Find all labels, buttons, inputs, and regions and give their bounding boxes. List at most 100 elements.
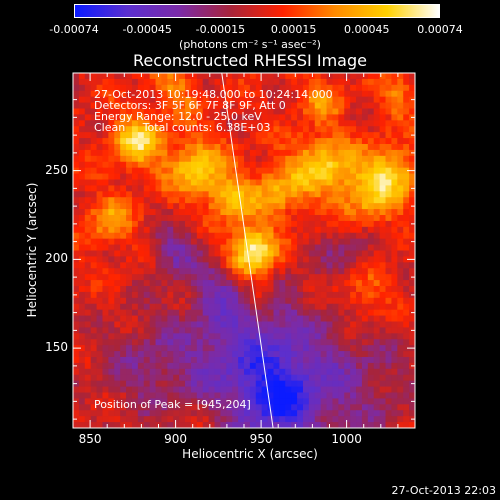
heatmap-cell	[261, 244, 269, 252]
heatmap-cell	[232, 78, 239, 86]
heatmap-cell	[308, 416, 316, 423]
heatmap-cell	[78, 303, 86, 311]
heatmap-cell	[314, 286, 322, 293]
heatmap-cell	[314, 185, 322, 192]
heatmap-cell	[279, 416, 286, 423]
heatmap-cell	[208, 173, 216, 181]
heatmap-cell	[214, 173, 222, 181]
heatmap-cell	[285, 327, 292, 334]
heatmap-cell	[120, 232, 127, 240]
heatmap-cell	[131, 84, 139, 92]
heatmap-cell	[373, 280, 381, 287]
heatmap-cell	[196, 126, 204, 133]
heatmap-cell	[361, 303, 369, 311]
heatmap-cell	[320, 155, 328, 163]
heatmap-cell	[326, 362, 334, 370]
heatmap-cell	[326, 297, 334, 305]
heatmap-cell	[302, 238, 310, 246]
heatmap-cell	[96, 90, 104, 98]
heatmap-cell	[391, 114, 398, 121]
heatmap-cell	[226, 132, 233, 139]
heatmap-cell	[261, 386, 269, 394]
heatmap-cell	[137, 286, 145, 293]
heatmap-cell	[255, 398, 263, 405]
heatmap-cell	[385, 280, 393, 287]
heatmap-cell	[332, 138, 339, 145]
heatmap-cell	[279, 262, 286, 269]
heatmap-cell	[196, 303, 204, 311]
heatmap-cell	[96, 339, 104, 346]
heatmap-cell	[308, 262, 316, 269]
heatmap-cell	[367, 398, 375, 405]
heatmap-cell	[84, 220, 92, 228]
axis-tick-marks	[72, 73, 416, 428]
heatmap-cell	[261, 161, 269, 169]
heatmap-cell	[173, 303, 180, 311]
heatmap-cell	[73, 108, 80, 116]
heatmap-cell	[226, 280, 233, 287]
heatmap-cell	[320, 357, 328, 364]
heatmap-cell	[249, 297, 257, 305]
heatmap-cell	[279, 155, 286, 163]
heatmap-cell	[96, 250, 104, 258]
heatmap-cell	[314, 232, 322, 240]
heatmap-cell	[356, 315, 363, 323]
heatmap-cell	[208, 244, 216, 252]
heatmap-cell	[196, 297, 204, 305]
heatmap-cell	[267, 398, 275, 405]
heatmap-cell	[167, 185, 174, 192]
heatmap-cell	[255, 238, 263, 246]
heatmap-cell	[403, 120, 410, 127]
heatmap-cell	[302, 392, 310, 400]
heatmap-cell	[344, 416, 351, 423]
heatmap-cell	[249, 333, 257, 340]
heatmap-cell	[338, 185, 345, 192]
heatmap-cell	[143, 274, 151, 281]
heatmap-cell	[320, 380, 328, 388]
heatmap-cell	[220, 380, 227, 388]
heatmap-cell	[84, 138, 92, 145]
heatmap-cell	[320, 404, 328, 411]
heatmap-cell	[73, 321, 80, 329]
heatmap-cell	[202, 232, 210, 240]
heatmap-cell	[102, 155, 109, 163]
heatmap-cell	[326, 149, 334, 157]
heatmap-cell	[102, 102, 109, 110]
heatmap-cell	[332, 226, 339, 234]
heatmap-cell	[108, 144, 115, 151]
heatmap-cell	[385, 73, 393, 80]
heatmap-cell	[226, 232, 233, 240]
heatmap-cell	[196, 191, 204, 198]
heatmap-cell	[397, 191, 404, 198]
heatmap-cell	[78, 155, 86, 163]
heatmap-cell	[350, 351, 357, 358]
heatmap-cell	[161, 232, 168, 240]
heatmap-cell	[267, 203, 275, 210]
heatmap-cell	[255, 274, 263, 281]
heatmap-cell	[397, 209, 404, 216]
heatmap-cell	[261, 309, 269, 317]
heatmap-cell	[238, 268, 245, 275]
heatmap-cell	[297, 362, 304, 370]
heatmap-cell	[232, 144, 239, 151]
heatmap-cell	[220, 321, 227, 329]
heatmap-cell	[379, 73, 387, 80]
heatmap-cell	[137, 197, 145, 204]
heatmap-cell	[120, 392, 127, 400]
heatmap-cell	[338, 410, 345, 417]
heatmap-cell	[143, 256, 151, 263]
heatmap-cell	[90, 197, 98, 204]
heatmap-cell	[291, 256, 298, 263]
heatmap-cell	[297, 167, 304, 175]
heatmap-cell	[167, 410, 174, 417]
heatmap-cell	[244, 280, 251, 287]
heatmap-cell	[391, 232, 398, 240]
heatmap-cell	[155, 315, 163, 323]
heatmap-cell	[273, 315, 280, 323]
heatmap-cell	[356, 138, 363, 145]
heatmap-cell	[267, 185, 275, 192]
heatmap-cell	[208, 368, 216, 376]
heatmap-cell	[137, 315, 145, 323]
heatmap-cell	[232, 268, 239, 275]
heatmap-cell	[226, 327, 233, 334]
